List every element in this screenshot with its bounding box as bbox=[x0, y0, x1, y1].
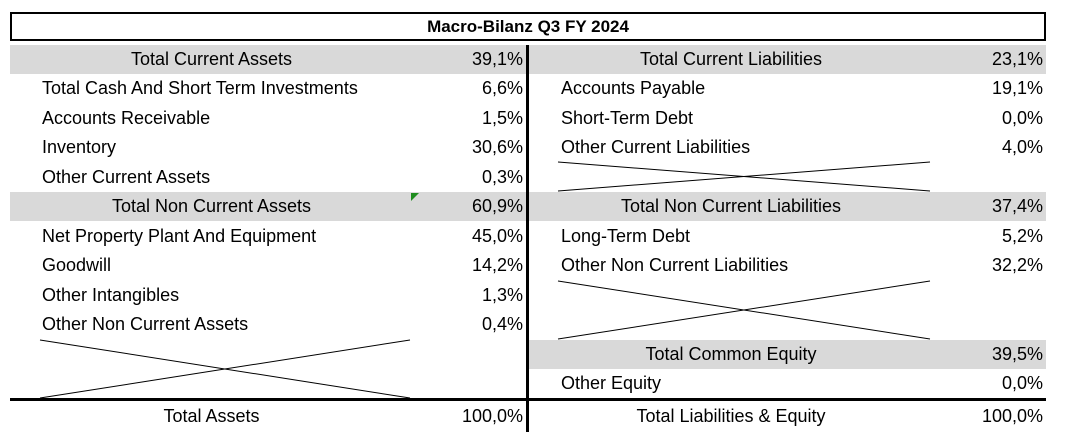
row-label: Total Cash And Short Term Investments bbox=[42, 78, 358, 98]
cross-noncurrent-assets bbox=[39, 339, 411, 399]
total-liabilities-equity-row[interactable]: Total Liabilities & Equity 100,0% bbox=[529, 401, 1046, 431]
row-label: Total Assets bbox=[163, 405, 260, 426]
total-common-equity-row[interactable]: Total Common Equity 39,5% bbox=[529, 340, 1046, 369]
total-noncurrent-liabilities-row[interactable]: Total Non Current Liabilities 37,4% bbox=[529, 192, 1046, 221]
row-label: Total Current Liabilities bbox=[639, 49, 823, 69]
row-label: Total Non Current Assets bbox=[111, 196, 312, 216]
row-value: 4,0% bbox=[1001, 137, 1043, 157]
row-label: Goodwill bbox=[42, 255, 112, 275]
row-label: Inventory bbox=[42, 137, 117, 157]
row-value: 1,3% bbox=[481, 285, 523, 305]
cross-noncurrent-liabilities bbox=[557, 280, 931, 340]
row-value: 60,9% bbox=[471, 196, 523, 216]
liability-row[interactable]: Other Current Liabilities 4,0% bbox=[529, 133, 1046, 162]
liability-row[interactable]: Accounts Payable 19,1% bbox=[529, 74, 1046, 103]
liability-row[interactable]: Short-Term Debt 0,0% bbox=[529, 104, 1046, 133]
equity-row[interactable]: Other Equity 0,0% bbox=[529, 369, 1046, 398]
row-value: 0,0% bbox=[1001, 108, 1043, 128]
row-value: 100,0% bbox=[981, 405, 1043, 426]
total-noncurrent-assets-row[interactable]: Total Non Current Assets 60,9% bbox=[10, 192, 526, 221]
row-value: 45,0% bbox=[471, 226, 523, 246]
row-value: 0,4% bbox=[481, 314, 523, 334]
row-value: 100,0% bbox=[461, 405, 523, 426]
row-value: 39,1% bbox=[471, 49, 523, 69]
column-divider bbox=[526, 45, 529, 432]
row-label: Accounts Receivable bbox=[42, 108, 211, 128]
asset-row[interactable]: Other Non Current Assets 0,4% bbox=[10, 310, 526, 339]
liability-row[interactable]: Long-Term Debt 5,2% bbox=[529, 222, 1046, 251]
row-value: 32,2% bbox=[991, 255, 1043, 275]
row-label: Other Intangibles bbox=[42, 285, 180, 305]
row-label: Short-Term Debt bbox=[561, 108, 694, 128]
row-label: Accounts Payable bbox=[561, 78, 706, 98]
row-label: Total Non Current Liabilities bbox=[620, 196, 842, 216]
row-label: Other Current Liabilities bbox=[561, 137, 751, 157]
cross-current-liabilities bbox=[557, 161, 931, 192]
asset-row[interactable]: Net Property Plant And Equipment 45,0% bbox=[10, 222, 526, 251]
row-value: 23,1% bbox=[991, 49, 1043, 69]
asset-row[interactable]: Other Current Assets 0,3% bbox=[10, 163, 526, 192]
row-label: Long-Term Debt bbox=[561, 226, 691, 246]
row-label: Other Non Current Assets bbox=[42, 314, 249, 334]
asset-row[interactable]: Other Intangibles 1,3% bbox=[10, 281, 526, 310]
row-value: 37,4% bbox=[991, 196, 1043, 216]
sheet-title: Macro-Bilanz Q3 FY 2024 bbox=[10, 12, 1046, 41]
totals-rule bbox=[10, 398, 1046, 401]
sheet-title-text: Macro-Bilanz Q3 FY 2024 bbox=[427, 16, 629, 36]
asset-row[interactable]: Total Cash And Short Term Investments 6,… bbox=[10, 74, 526, 103]
row-value: 1,5% bbox=[481, 108, 523, 128]
asset-row[interactable]: Goodwill 14,2% bbox=[10, 251, 526, 280]
total-current-assets-row[interactable]: Total Current Assets 39,1% bbox=[10, 45, 526, 74]
row-value: 5,2% bbox=[1001, 226, 1043, 246]
total-current-liabilities-row[interactable]: Total Current Liabilities 23,1% bbox=[529, 45, 1046, 74]
row-value: 30,6% bbox=[471, 137, 523, 157]
total-assets-row[interactable]: Total Assets 100,0% bbox=[10, 401, 526, 431]
liability-row[interactable]: Other Non Current Liabilities 32,2% bbox=[529, 251, 1046, 280]
asset-row[interactable]: Accounts Receivable 1,5% bbox=[10, 104, 526, 133]
row-label: Net Property Plant And Equipment bbox=[42, 226, 317, 246]
row-label: Total Current Assets bbox=[130, 49, 293, 69]
row-value: 6,6% bbox=[481, 78, 523, 98]
row-value: 19,1% bbox=[991, 78, 1043, 98]
row-label: Other Equity bbox=[561, 373, 662, 393]
row-value: 0,3% bbox=[481, 167, 523, 187]
row-value: 0,0% bbox=[1001, 373, 1043, 393]
row-label: Total Liabilities & Equity bbox=[636, 405, 826, 426]
row-label: Other Current Assets bbox=[42, 167, 211, 187]
cell-comment-marker bbox=[411, 193, 419, 201]
asset-row[interactable]: Inventory 30,6% bbox=[10, 133, 526, 162]
row-value: 39,5% bbox=[991, 344, 1043, 364]
row-label: Other Non Current Liabilities bbox=[561, 255, 789, 275]
row-label: Total Common Equity bbox=[645, 344, 817, 364]
row-value: 14,2% bbox=[471, 255, 523, 275]
